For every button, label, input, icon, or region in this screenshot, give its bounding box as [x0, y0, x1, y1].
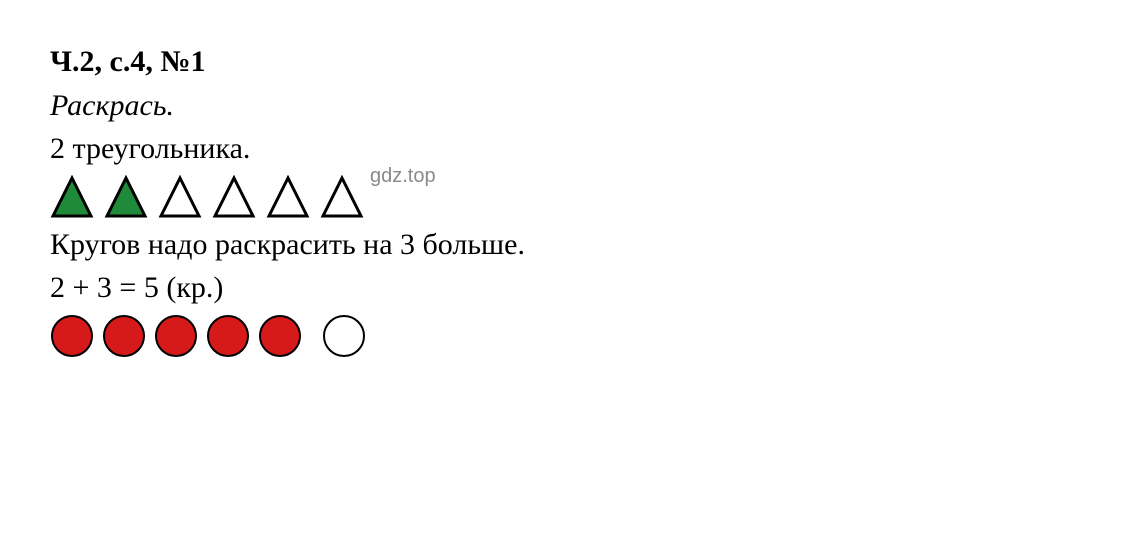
- triangle-icon: [104, 175, 148, 219]
- triangle-icon: [320, 175, 364, 219]
- triangle-icon: [50, 175, 94, 219]
- equation-text: 2 + 3 = 5 (кр.): [50, 266, 1075, 310]
- circle-icon: [258, 314, 302, 358]
- triangle-icon: [266, 175, 310, 219]
- circle-icon: [206, 314, 250, 358]
- triangle-icon: [158, 175, 202, 219]
- page-header: Ч.2, с.4, №1: [50, 40, 1075, 84]
- circle-icon: [154, 314, 198, 358]
- circles-instruction: Кругов надо раскрасить на 3 больше.: [50, 223, 1075, 267]
- triangles-row: gdz.top: [50, 175, 1075, 219]
- instruction-text: Раскрась.: [50, 84, 1075, 128]
- watermark-text: gdz.top: [370, 162, 436, 191]
- triangles-label: 2 треугольника.: [50, 127, 1075, 171]
- circle-icon: [322, 314, 366, 358]
- circle-icon: [102, 314, 146, 358]
- circles-row: [50, 314, 1075, 358]
- triangle-icon: [212, 175, 256, 219]
- circle-icon: [50, 314, 94, 358]
